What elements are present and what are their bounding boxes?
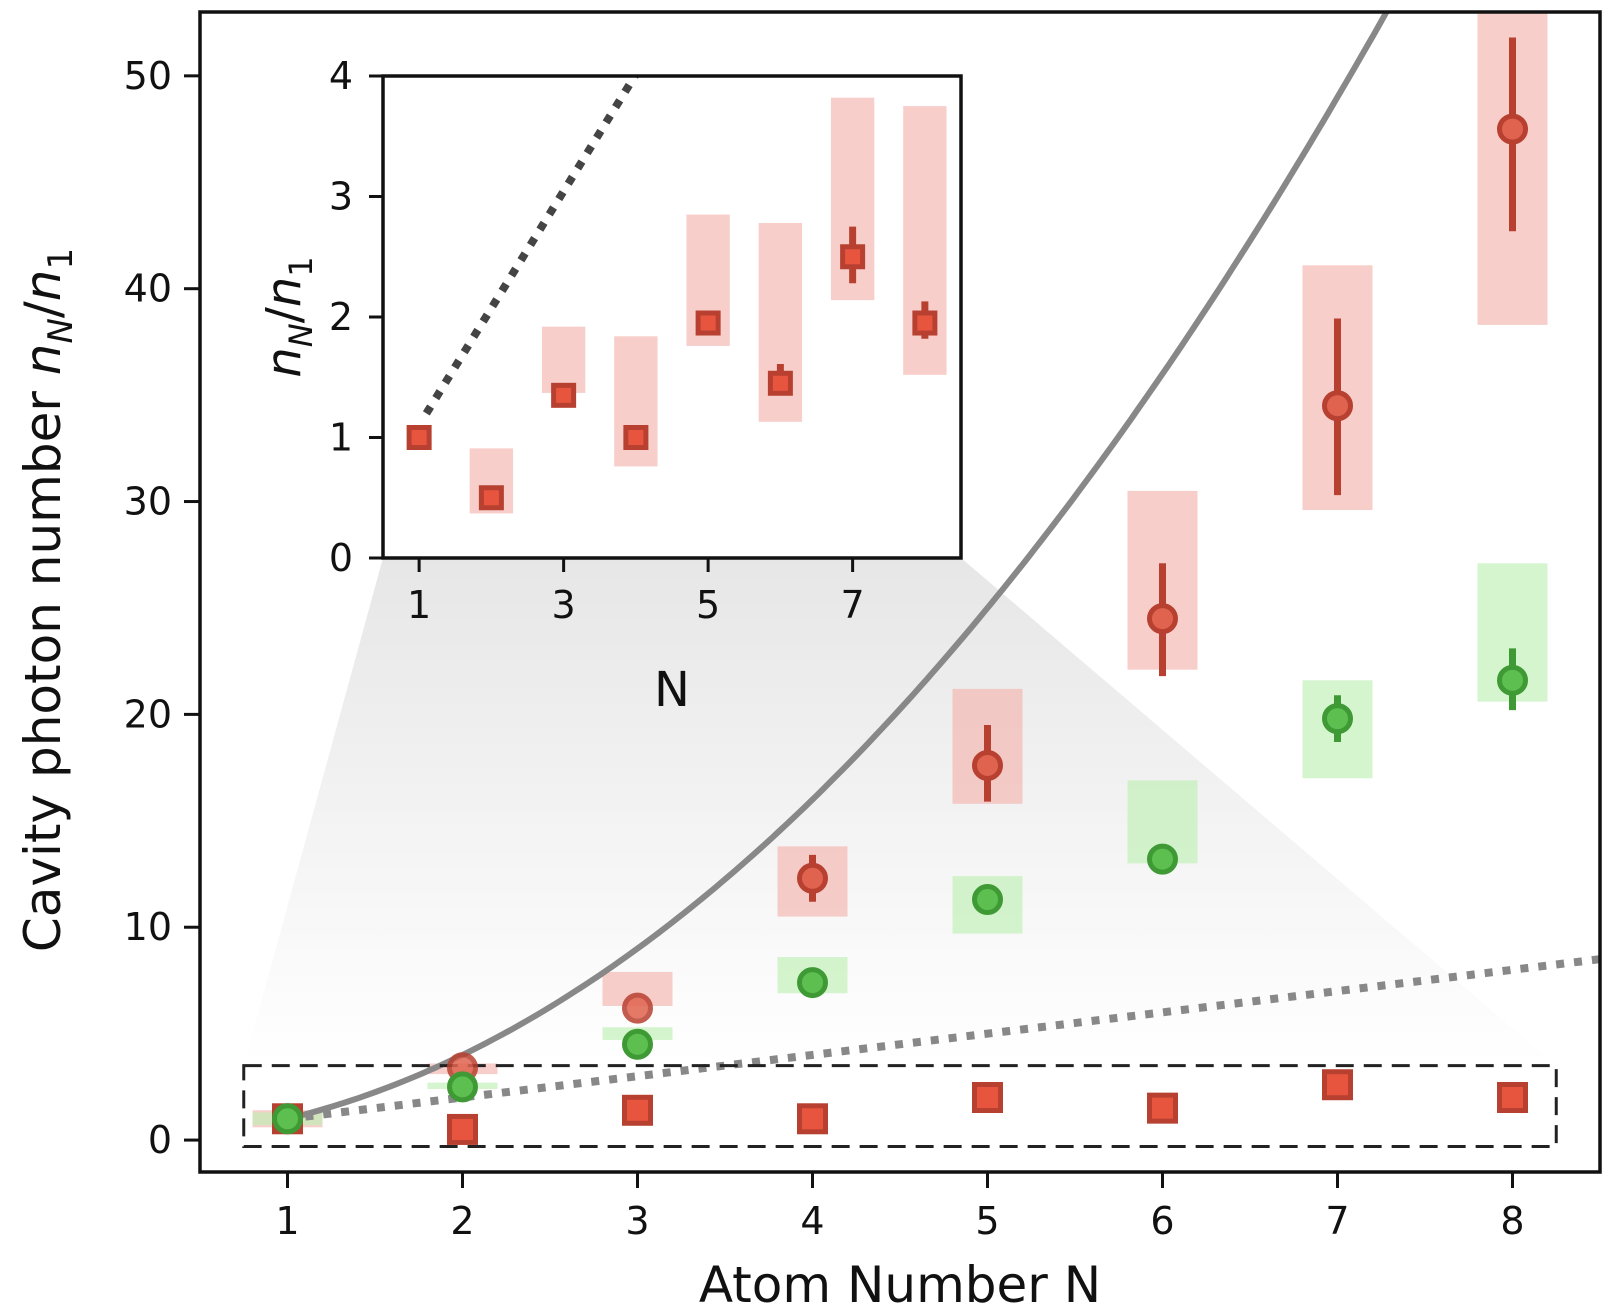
inset-y-axis-label-num: n — [256, 347, 312, 377]
inset-square-marker-3 — [551, 382, 577, 408]
main-x-tick-label-3: 3 — [625, 1199, 649, 1243]
main-y-ticks: 0 10 20 30 40 50 — [124, 54, 200, 1162]
y-axis-label-prefix: Cavity photon number — [14, 375, 72, 952]
y-axis-label: Cavity photon number nN/n1 — [14, 248, 81, 952]
main-x-tick-label-4: 4 — [800, 1199, 824, 1243]
main-red-circle-marker-7 — [1322, 390, 1353, 422]
inset-square-marker-1 — [406, 425, 432, 450]
main-green-circle-marker-4 — [797, 967, 828, 999]
inset-x-axis-label: N — [654, 662, 690, 718]
inset-square-marker-2 — [478, 485, 504, 511]
inset-markers — [406, 244, 938, 511]
main-x-tick-label-8: 8 — [1500, 1199, 1524, 1243]
main-green-circle-marker-8 — [1497, 664, 1528, 696]
main-green-circle-marker-2 — [447, 1071, 478, 1103]
inset-y-tick-label-2: 2 — [329, 295, 353, 339]
y-axis-label-den: n — [14, 269, 72, 301]
main-y-tick-label-10: 10 — [124, 905, 172, 949]
main-x-tick-label-6: 6 — [1150, 1199, 1174, 1243]
zoom-box — [242, 1064, 1558, 1148]
inset-y-ticks: 0 1 2 3 4 — [329, 54, 383, 580]
main-curve-solid — [286, 12, 1390, 1122]
y-axis-label-sep: / — [14, 301, 72, 318]
main-square-marker-6 — [1147, 1092, 1178, 1124]
main-x-tick-label-7: 7 — [1325, 1199, 1349, 1243]
x-axis-label: Atom Number N — [699, 1256, 1101, 1311]
inset-y-tick-label-1: 1 — [329, 416, 353, 460]
main-curve-dotted — [287, 955, 1600, 1123]
main-y-tick-label-20: 20 — [124, 692, 172, 736]
y-axis-label-num-sub: N — [41, 318, 81, 343]
zoom-wedge — [243, 558, 1557, 1066]
inset-x-tick-label-3: 3 — [552, 583, 576, 627]
main-x-tick-label-5: 5 — [975, 1199, 999, 1243]
main-square-marker-5 — [972, 1082, 1003, 1114]
inset-curve-dotted — [422, 76, 640, 416]
main-red-circle-marker-3 — [622, 992, 653, 1024]
main-square-marker-7 — [1322, 1069, 1353, 1101]
main-square-marker-2 — [447, 1113, 478, 1145]
main-y-tick-label-30: 30 — [124, 480, 172, 524]
main-green-circle-marker-6 — [1147, 843, 1178, 875]
inset-y-axis-label-den: n — [256, 277, 312, 307]
inset-x-ticks: 1 3 5 7 — [407, 558, 865, 627]
main-model-curves — [286, 12, 1600, 1123]
inset-x-tick-label-5: 5 — [696, 583, 720, 627]
main-y-tick-label-0: 0 — [148, 1118, 172, 1162]
main-x-tick-label-2: 2 — [450, 1199, 474, 1243]
inset-band-3 — [541, 326, 586, 393]
main-x-tick-label-1: 1 — [275, 1199, 299, 1243]
main-red-circle-marker-5 — [972, 749, 1003, 781]
main-square-marker-3 — [622, 1094, 653, 1126]
inset-square-marker-8 — [912, 310, 938, 336]
inset-y-tick-label-0: 0 — [329, 536, 353, 580]
main-y-tick-label-50: 50 — [124, 54, 172, 98]
main-x-ticks: 1 2 3 4 5 6 7 8 — [275, 1172, 1525, 1243]
inset-model-curve — [422, 76, 640, 416]
main-green-circle-marker-1 — [272, 1103, 303, 1135]
inset-y-axis-label: nN/n1 — [256, 256, 320, 377]
inset-y-axis-label-num-sub: N — [282, 323, 320, 347]
inset-square-marker-4 — [623, 425, 649, 450]
main-green-circle-marker-5 — [972, 884, 1003, 916]
inset-y-tick-label-3: 3 — [329, 175, 353, 219]
inset-y-axis-label-den-sub: 1 — [282, 256, 320, 276]
main-red-circle-marker-4 — [797, 862, 828, 894]
main-axes-frame — [198, 10, 1602, 1174]
main-green-circle-marker-7 — [1322, 703, 1353, 735]
y-axis-label-den-sub: 1 — [41, 248, 81, 270]
y-axis-label-num: n — [14, 343, 72, 375]
main-red-circle-marker-8 — [1497, 113, 1528, 145]
main-red-circle-marker-6 — [1147, 603, 1178, 635]
inset-x-tick-label-1: 1 — [407, 583, 431, 627]
inset-x-tick-label-7: 7 — [841, 583, 865, 627]
inset-y-axis-label-sep: / — [256, 306, 312, 323]
main-y-tick-label-40: 40 — [124, 267, 172, 311]
main-square-marker-4 — [797, 1103, 828, 1135]
main-markers — [272, 113, 1528, 1145]
main-square-marker-8 — [1497, 1082, 1528, 1114]
inset-square-marker-5 — [695, 310, 721, 336]
inset-y-tick-label-4: 4 — [329, 54, 353, 98]
inset-square-marker-7 — [840, 244, 866, 270]
inset-square-marker-6 — [767, 370, 793, 396]
main-green-circle-marker-3 — [622, 1028, 653, 1060]
